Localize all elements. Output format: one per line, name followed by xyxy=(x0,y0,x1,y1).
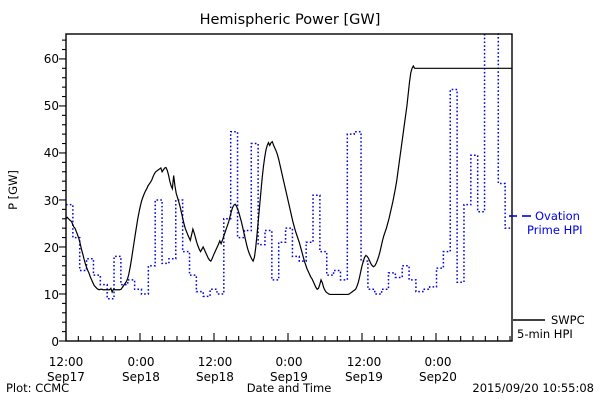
x-tick-time: 0:00 xyxy=(425,355,452,369)
y-tick-label: 10 xyxy=(44,288,59,302)
x-tick-date: Sep19 xyxy=(270,370,308,384)
x-tick-time: 12:00 xyxy=(49,355,84,369)
x-tick-date: Sep18 xyxy=(122,370,160,384)
legend-swpc[interactable]: SWPC 5-min HPI xyxy=(513,313,585,341)
x-tick-time: 12:00 xyxy=(198,355,233,369)
footer-left: Plot: CCMC xyxy=(6,381,69,395)
chart-title: Hemispheric Power [GW] xyxy=(200,12,381,28)
y-tick-label: 30 xyxy=(44,194,59,208)
series-line-swpc-5min-hpi xyxy=(66,64,512,296)
x-tick-date: Sep18 xyxy=(196,370,234,384)
y-tick-label: 0 xyxy=(51,335,59,349)
plot-frame xyxy=(65,33,513,342)
x-tick-time: 0:00 xyxy=(276,355,303,369)
y-axis-title: P [GW] xyxy=(6,170,20,210)
y-tick-label: 50 xyxy=(44,99,59,113)
x-tick-time: 12:00 xyxy=(347,355,382,369)
legend-label-swpc-2: 5-min HPI xyxy=(517,327,573,341)
x-tick-date: Sep19 xyxy=(345,370,383,384)
x-tick-date: Sep20 xyxy=(419,370,457,384)
legend-label-ovation-1: Ovation xyxy=(535,209,580,223)
legend-ovation[interactable]: Ovation Prime HPI xyxy=(509,209,583,237)
series-layer xyxy=(66,33,512,300)
y-tick-label: 40 xyxy=(44,146,59,160)
x-axis-labels: 12:00 Sep17 0:00 Sep18 12:00 Sep18 0:00 … xyxy=(47,355,457,384)
x-tick-time: 0:00 xyxy=(128,355,155,369)
y-axis-labels: 0 10 20 30 40 50 60 xyxy=(44,52,59,349)
legend-label-swpc-1: SWPC xyxy=(551,313,585,327)
footer-timestamp: 2015/09/20 10:55:08 xyxy=(472,381,594,395)
y-tick-label: 20 xyxy=(44,241,59,255)
y-tick-label: 60 xyxy=(44,52,59,66)
x-axis-title: Date and Time xyxy=(247,381,332,395)
x-tick-date: Sep17 xyxy=(47,370,85,384)
legend-label-ovation-2: Prime HPI xyxy=(527,223,583,237)
